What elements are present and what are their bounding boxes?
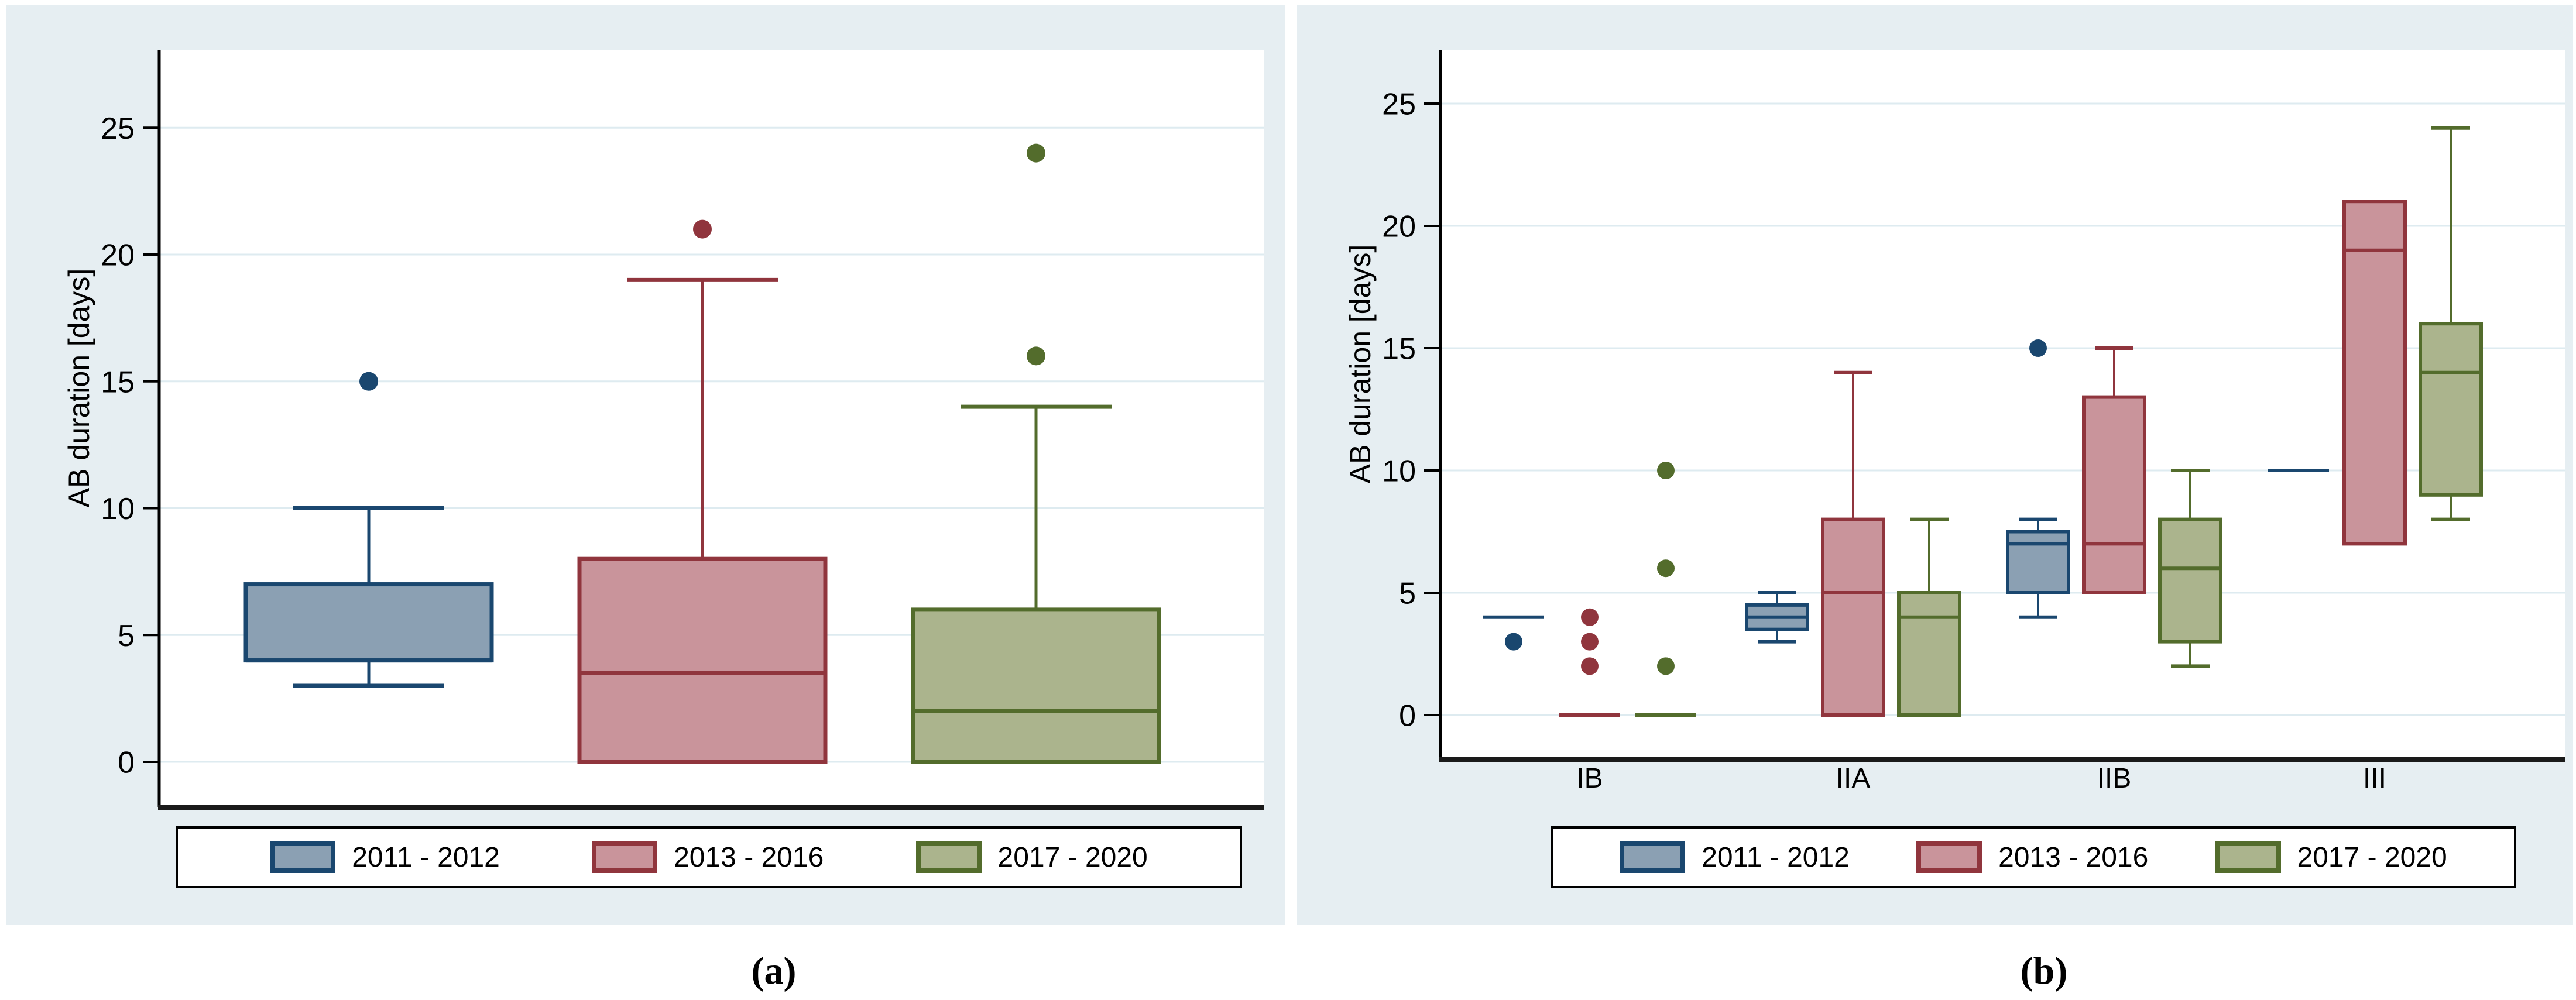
outlier-point: [693, 219, 712, 239]
y-tick-label: 0: [1399, 699, 1416, 733]
legend-label: 2011 - 2012: [352, 841, 500, 873]
legend-entry: 2017 - 2020: [2215, 841, 2447, 874]
panel-b: 0 5 10 15 20 25 AB duration [days] IB IIA IIB III …: [1297, 5, 2573, 925]
x-group-label: IIB: [2097, 763, 2132, 794]
outlier-point: [359, 372, 378, 391]
legend-entry: 2013 - 2016: [592, 841, 824, 874]
legend-b: 2011 - 2012 2013 - 2016 2017 - 2020: [1551, 826, 2516, 888]
y-tick-label: 10: [101, 492, 135, 526]
y-tick-label: 0: [118, 746, 135, 780]
legend-entry: 2011 - 2012: [270, 841, 500, 874]
y-tick-label: 20: [1382, 210, 1416, 244]
legend-swatch: [270, 841, 336, 873]
outlier-point: [1027, 143, 1045, 163]
box: [2082, 395, 2146, 594]
y-tick-label: 25: [1382, 88, 1416, 122]
legend-entry: 2011 - 2012: [1620, 841, 1850, 874]
box: [1821, 517, 1885, 717]
y-tick-label: 5: [118, 619, 135, 653]
legend-label: 2017 - 2020: [997, 841, 1148, 873]
legend-label: 2013 - 2016: [674, 841, 824, 873]
box: [577, 556, 828, 764]
box: [2342, 200, 2407, 546]
x-group-label: III: [2363, 763, 2386, 794]
outlier-point: [1581, 657, 1599, 675]
outlier-point: [1581, 608, 1599, 626]
caption-b: (b): [2020, 950, 2068, 992]
legend-swatch: [592, 841, 658, 873]
outlier-point: [1657, 462, 1675, 479]
y-tick-label: 25: [101, 112, 135, 146]
legend-swatch: [1620, 841, 1686, 873]
x-group-label: IB: [1576, 763, 1603, 794]
legend-label: 2017 - 2020: [2297, 841, 2447, 873]
legend-swatch: [1916, 841, 1982, 873]
y-tick-label: 20: [101, 239, 135, 273]
legend-swatch: [915, 841, 982, 873]
legend-label: 2013 - 2016: [1998, 841, 2149, 873]
legend-swatch: [2215, 841, 2281, 873]
y-tick-label: 15: [101, 365, 135, 399]
boxplot-b: 0 5 10 15 20 25 AB duration [days] IB IIA IIB III: [1344, 50, 2565, 794]
legend-a: 2011 - 2012 2013 - 2016 2017 - 2020: [176, 826, 1242, 888]
outlier-point: [1505, 633, 1522, 651]
x-group-label: IIA: [1836, 763, 1871, 794]
box: [911, 607, 1161, 764]
box: [2006, 530, 2070, 594]
legend-entry: 2013 - 2016: [1916, 841, 2148, 874]
outlier-point: [1657, 559, 1675, 578]
outlier-point: [1581, 633, 1599, 651]
box: [2158, 517, 2222, 644]
y-tick-label: 5: [1399, 577, 1416, 611]
panel-a: 0 5 10 15 20 25 AB duration [days] 2011 - 2012…: [6, 5, 1285, 925]
y-axis-label: AB duration [days]: [1344, 245, 1377, 484]
outlier-point: [2029, 339, 2047, 357]
caption-a: (a): [751, 950, 797, 992]
y-tick-label: 10: [1382, 455, 1416, 489]
outlier-point: [1657, 657, 1675, 675]
box: [1897, 591, 1961, 717]
box: [2419, 322, 2483, 497]
legend-label: 2011 - 2012: [1702, 841, 1850, 873]
box: [243, 582, 494, 663]
legend-entry: 2017 - 2020: [915, 841, 1148, 874]
boxplot-a: 0 5 10 15 20 25 AB duration [days]: [63, 50, 1264, 810]
y-axis-label: AB duration [days]: [63, 269, 95, 508]
outlier-point: [1027, 346, 1045, 366]
y-tick-label: 15: [1382, 332, 1416, 366]
